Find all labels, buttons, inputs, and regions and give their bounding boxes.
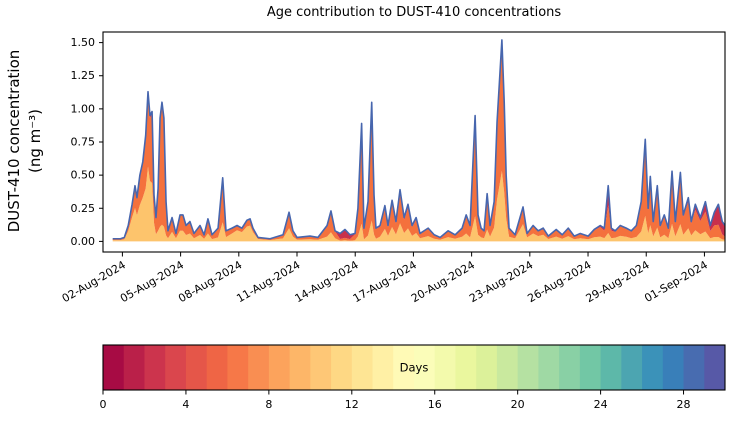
colorbar-segment (683, 345, 705, 390)
colorbar-segment (414, 345, 436, 390)
colorbar-tick-label: 16 (428, 398, 442, 411)
colorbar-segment (559, 345, 581, 390)
area-layer-age-0-3-days (112, 39, 725, 240)
y-axis-label: DUST-410 concentration (ng m⁻³) (4, 50, 46, 233)
colorbar-segment (600, 345, 622, 390)
y-tick-label: 0.25 (71, 202, 96, 215)
y-tick-label: 1.00 (71, 102, 96, 115)
y-tick-label: 0.50 (71, 169, 96, 182)
colorbar-segment (351, 345, 374, 390)
x-tick-label: 20-Aug-2024 (409, 258, 477, 305)
colorbar-segment (704, 345, 726, 390)
colorbar-segment (393, 345, 415, 390)
colorbar-tick-label: 8 (265, 398, 272, 411)
colorbar-tick-label: 0 (100, 398, 107, 411)
y-tick-label: 1.50 (71, 36, 96, 49)
x-tick-label: 08-Aug-2024 (176, 258, 244, 305)
colorbar-segment (662, 345, 685, 390)
colorbar-segment (434, 345, 456, 390)
x-tick-label: 01-Sep-2024 (642, 258, 710, 305)
colorbar-label: Days (400, 361, 429, 375)
colorbar-segment (248, 345, 270, 390)
x-tick-label: 02-Aug-2024 (60, 258, 128, 305)
x-tick-label: 11-Aug-2024 (234, 258, 302, 305)
colorbar-segment (165, 345, 187, 390)
colorbar-segment (206, 345, 228, 390)
colorbar-segment (289, 345, 311, 390)
colorbar-segment (331, 345, 353, 390)
colorbar-tick-label: 28 (677, 398, 691, 411)
colorbar-segment (185, 345, 208, 390)
chart-title: Age contribution to DUST-410 concentrati… (266, 5, 562, 20)
colorbar-frame (102, 344, 726, 391)
colorbar-segment (144, 345, 166, 390)
x-tick-label: 29-Aug-2024 (584, 258, 652, 305)
colorbar-segment (496, 345, 519, 390)
colorbar-segment (579, 345, 602, 390)
colorbar-segment (621, 345, 643, 390)
colorbar-segment (268, 345, 291, 390)
colorbar-segment (538, 345, 560, 390)
y-axis-label-line1: DUST-410 concentration (5, 49, 23, 233)
y-tick-label: 1.25 (71, 69, 96, 82)
x-tick-label: 23-Aug-2024 (467, 258, 535, 305)
colorbar-tick-label: 24 (594, 398, 608, 411)
y-axis-label-line2: (ng m⁻³) (26, 108, 44, 174)
colorbar: Days 0 4 8 12 16 20 24 28 (100, 344, 726, 411)
colorbar-tick-label: 12 (345, 398, 359, 411)
colorbar-segment (517, 345, 539, 390)
x-tick-label: 17-Aug-2024 (351, 258, 419, 305)
colorbar-segment (103, 345, 125, 390)
colorbar-segment (642, 345, 664, 390)
x-tick-label: 05-Aug-2024 (118, 258, 186, 305)
colorbar-segment (227, 345, 249, 390)
x-tick-label: 26-Aug-2024 (525, 258, 593, 305)
colorbar-tick-label: 4 (182, 398, 189, 411)
colorbar-segment (372, 345, 394, 390)
colorbar-segment (476, 345, 498, 390)
plot-frame (102, 31, 726, 253)
colorbar-tick-label: 20 (511, 398, 525, 411)
colorbar-segment (310, 345, 332, 390)
colorbar-segment (455, 345, 477, 390)
y-tick-label: 0.00 (71, 235, 96, 248)
y-tick-label: 0.75 (71, 136, 96, 149)
area-layer-age-6-10-days (112, 43, 725, 241)
x-tick-label: 14-Aug-2024 (293, 258, 361, 305)
colorbar-segment (123, 345, 145, 390)
total-concentration-line (112, 39, 726, 240)
